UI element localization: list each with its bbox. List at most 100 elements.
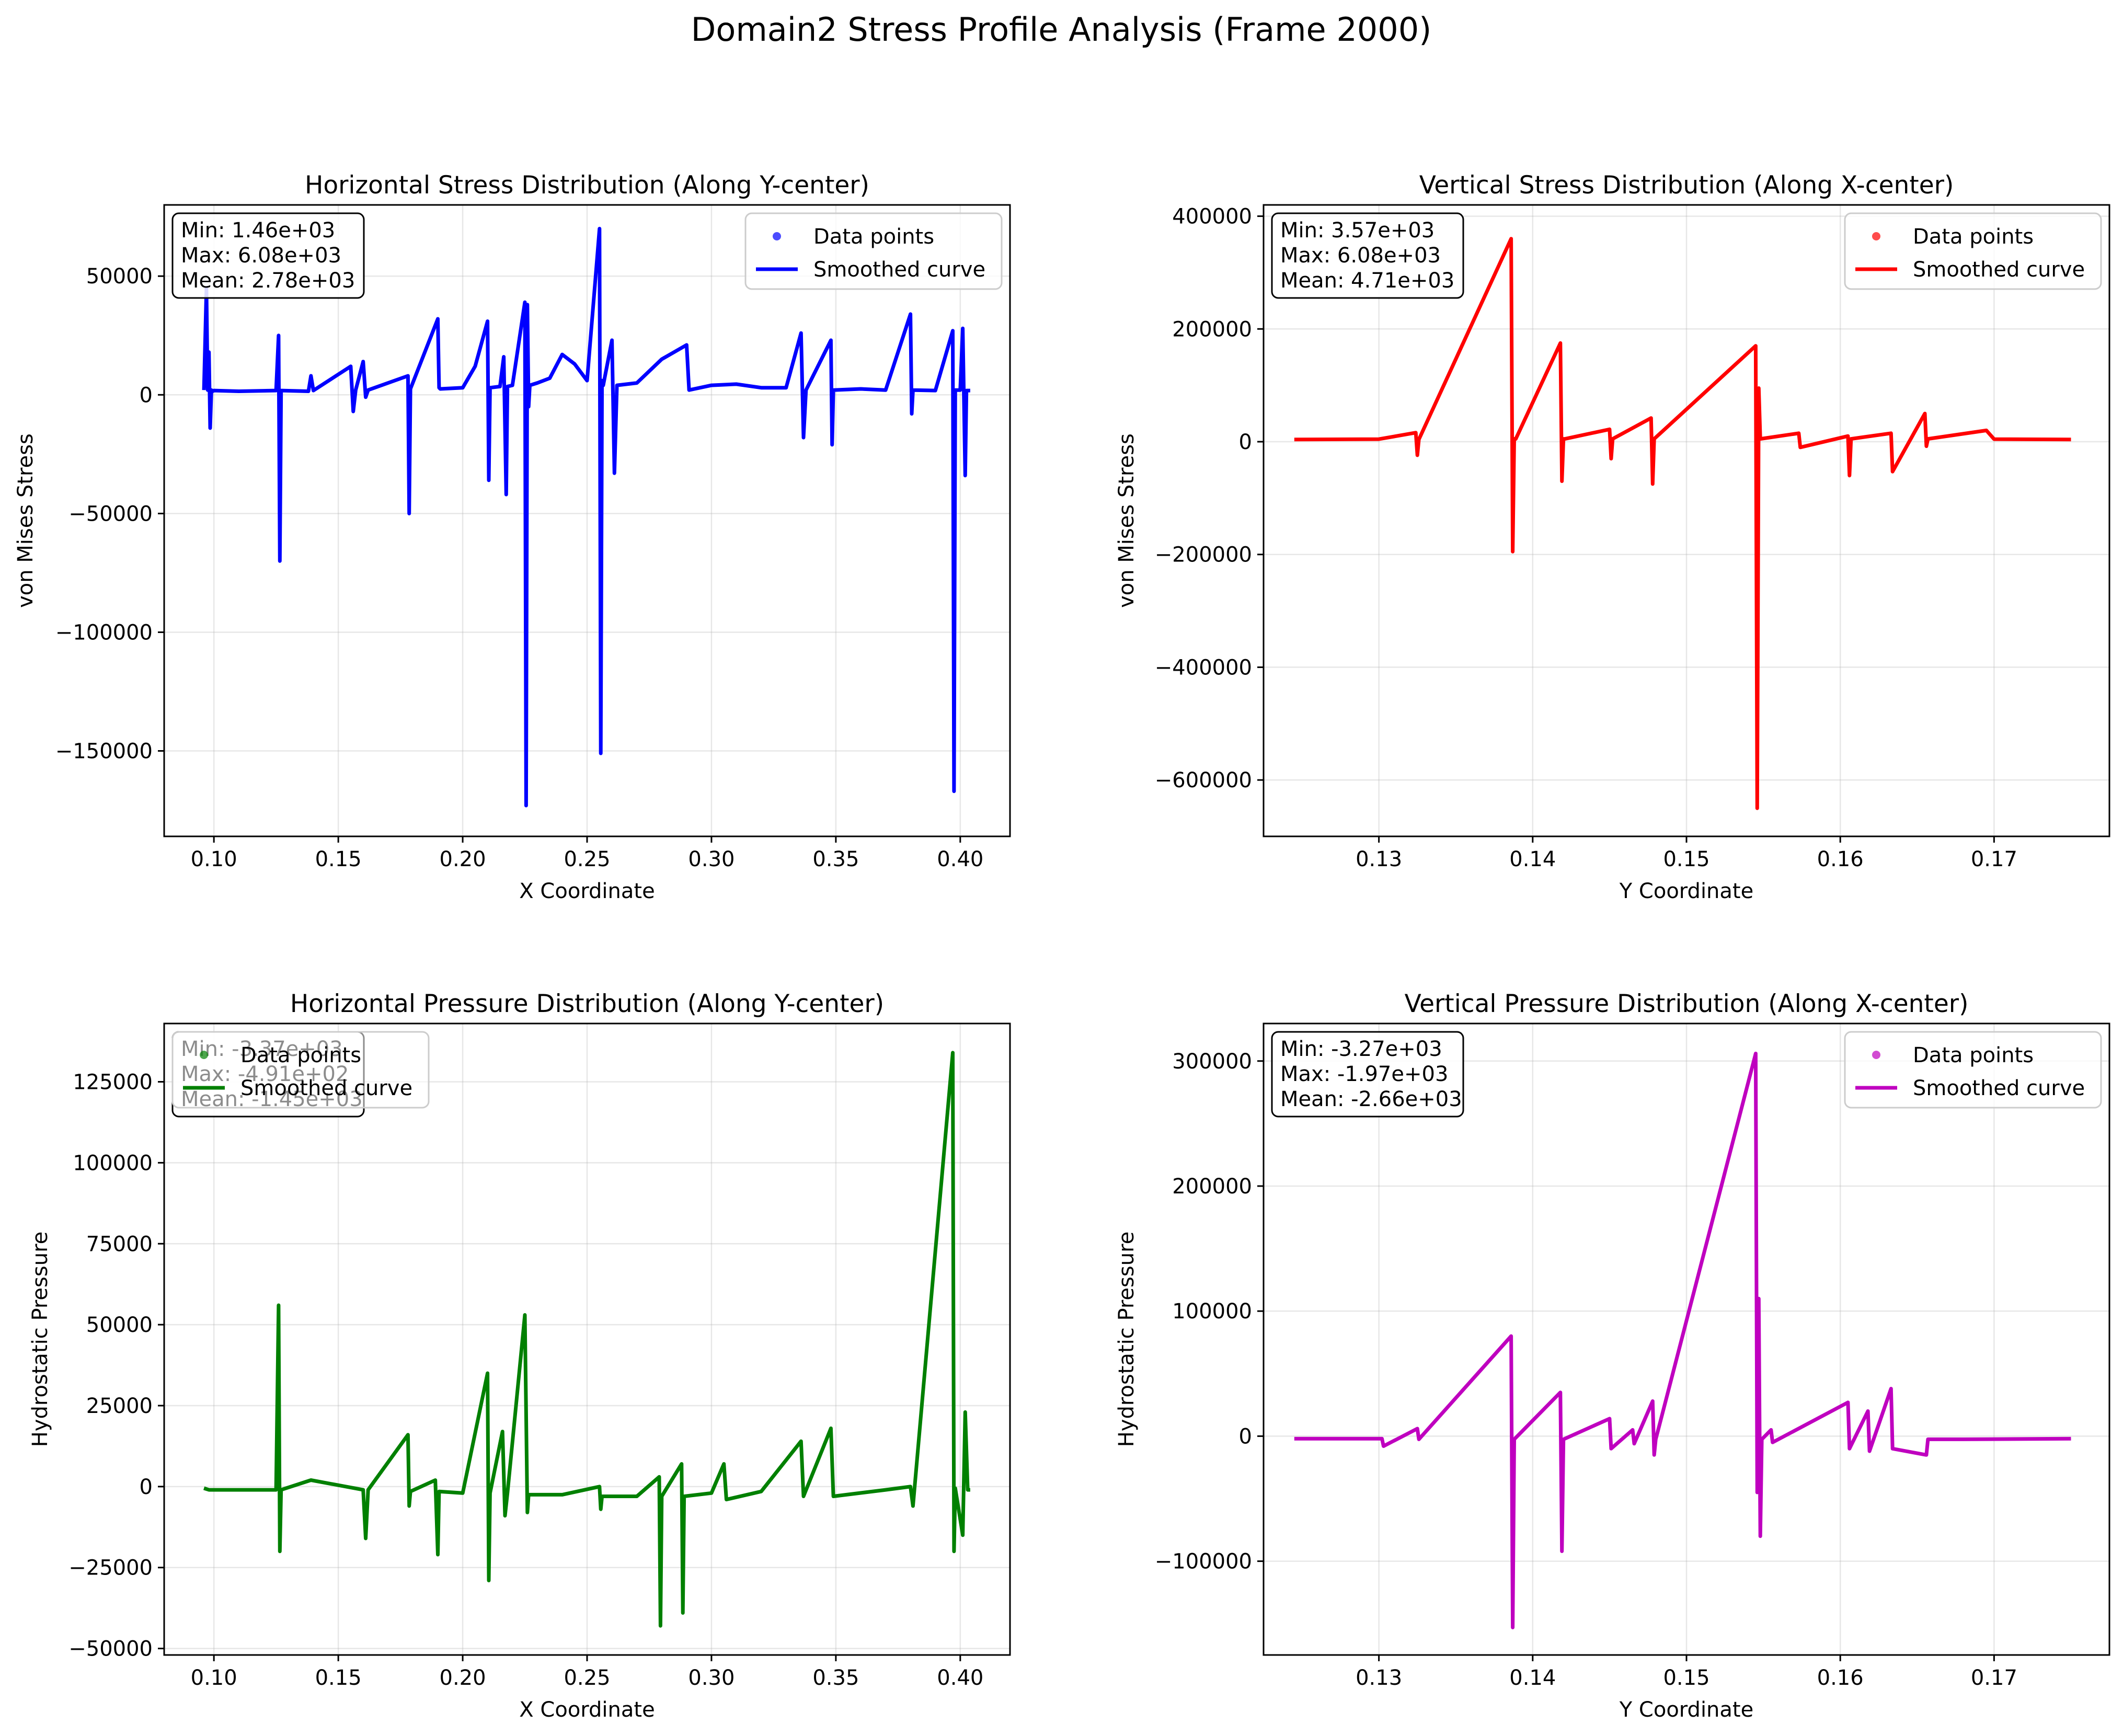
subplot-3: 0.10 0.15 0.20 0.25 0.30 0.35 0.40 −50000 −25000… [28,990,1011,1722]
x-tick-label: 0.14 [1509,1666,1556,1690]
y-tick-label: 400000 [1172,205,1252,229]
legend-label-data-points: Data points [1913,225,2034,249]
x-tick-label: 0.17 [1971,1666,2017,1690]
legend-label-data-points: Data points [813,225,934,249]
x-tick-label: 0.40 [937,847,983,871]
stats-box-frame [171,212,365,299]
y-tick-label: 75000 [86,1232,153,1256]
x-axis-label: X Coordinate [519,1698,655,1722]
y-tick-label: 125000 [73,1071,153,1095]
x-axis-label: Y Coordinate [1619,1698,1753,1722]
smoothed-curve-line [1294,237,2071,810]
legend-label-smoothed-curve: Smoothed curve [813,258,985,282]
legend-frame [171,1031,430,1109]
x-tick-label: 0.20 [440,847,486,871]
y-tick-label: 25000 [86,1394,153,1418]
y-axis-label: Hydrostatic Pressure [28,1232,52,1447]
x-tick-label: 0.40 [937,1666,983,1690]
legend: Data points Smoothed curve [171,1031,430,1109]
legend: Data points Smoothed curve [1844,1031,2102,1109]
subplot-title: Horizontal Stress Distribution (Along Y-… [305,171,869,200]
y-tick-label: 100000 [1172,1300,1252,1324]
legend-label-data-points: Data points [240,1043,361,1067]
legend-frame [744,212,1003,290]
stats-box-frame [1271,212,1464,299]
y-tick-label: 300000 [1172,1050,1252,1074]
y-tick-label: −400000 [1155,656,1252,680]
legend-frame [1844,1031,2102,1109]
x-tick-label: 0.10 [191,847,237,871]
x-tick-label: 0.30 [688,847,735,871]
x-tick-label: 0.14 [1509,847,1556,871]
legend-label-smoothed-curve: Smoothed curve [1913,1076,2085,1100]
smoothed-curve-line [202,226,970,808]
x-tick-label: 0.13 [1356,847,1402,871]
y-tick-label: 0 [1239,430,1252,454]
grid [1264,1024,2109,1655]
stats-line: Max: -1.97e+03 [1280,1062,1448,1086]
x-tick-label: 0.15 [315,1666,362,1690]
x-axis-label: X Coordinate [519,879,655,903]
y-tick-label: 0 [140,1475,153,1499]
stats-line: Min: 1.46e+03 [181,219,335,243]
subplot-title: Vertical Pressure Distribution (Along X-… [1405,990,1969,1018]
grid [1264,205,2109,836]
x-tick-label: 0.17 [1971,847,2017,871]
x-tick-label: 0.30 [688,1666,735,1690]
legend-label-smoothed-curve: Smoothed curve [240,1076,412,1100]
x-tick-label: 0.25 [564,1666,610,1690]
x-tick-label: 0.35 [812,1666,859,1690]
y-tick-label: 100000 [73,1151,153,1175]
y-tick-label: −150000 [55,740,153,764]
subplot-title: Horizontal Pressure Distribution (Along … [290,990,884,1018]
y-axis-label: von Mises Stress [14,433,38,608]
y-tick-label: 200000 [1172,317,1252,341]
subplot-1: 0.10 0.15 0.20 0.25 0.30 0.35 0.40 −150000 −1000… [14,171,1011,903]
stats-line: Max: 6.08e+03 [181,244,341,268]
stats-line: Mean: 4.71e+03 [1280,269,1454,293]
grid [164,1024,1010,1655]
subplot-4: 0.13 0.14 0.15 0.16 0.17 −100000 0 100000 200000… [1115,990,2110,1722]
stats-box-frame [1271,1031,1464,1118]
x-tick-label: 0.15 [315,847,362,871]
x-tick-label: 0.20 [440,1666,486,1690]
legend-label-smoothed-curve: Smoothed curve [1913,258,2085,282]
legend-marker [773,232,781,240]
y-tick-label: −100000 [1155,1550,1252,1574]
y-tick-label: −50000 [68,1637,153,1661]
legend: Data points Smoothed curve [1844,212,2102,290]
x-tick-label: 0.16 [1817,1666,1864,1690]
grid [164,205,1010,836]
legend-marker [1872,232,1880,240]
smoothed-curve-line [1294,1051,2071,1629]
legend: Data points Smoothed curve [744,212,1003,290]
y-tick-label: 50000 [86,1313,153,1337]
legend-marker [1872,1051,1880,1059]
stats-line: Mean: -2.66e+03 [1280,1087,1462,1111]
y-tick-label: −200000 [1155,543,1252,567]
figure-title: Domain2 Stress Profile Analysis (Frame 2… [691,10,1432,49]
legend-marker [200,1051,208,1059]
x-tick-label: 0.13 [1356,1666,1402,1690]
subplot-title: Vertical Stress Distribution (Along X-ce… [1419,171,1954,200]
y-tick-label: 200000 [1172,1175,1252,1199]
y-tick-label: 50000 [86,265,153,289]
x-tick-label: 0.15 [1663,847,1709,871]
x-tick-label: 0.35 [812,847,859,871]
y-axis-label: von Mises Stress [1115,433,1139,608]
stats-line: Mean: 2.78e+03 [181,269,355,293]
stats-line: Min: -3.27e+03 [1280,1037,1442,1061]
x-tick-label: 0.10 [191,1666,237,1690]
y-tick-label: −25000 [68,1556,153,1580]
x-tick-label: 0.16 [1817,847,1864,871]
x-axis-label: Y Coordinate [1619,879,1753,903]
stats-line: Max: 6.08e+03 [1280,244,1441,268]
smoothed-curve-line [203,1051,970,1628]
y-tick-label: 0 [1239,1424,1252,1448]
y-tick-label: −50000 [68,502,153,526]
y-tick-label: −100000 [55,620,153,645]
x-tick-label: 0.15 [1663,1666,1709,1690]
